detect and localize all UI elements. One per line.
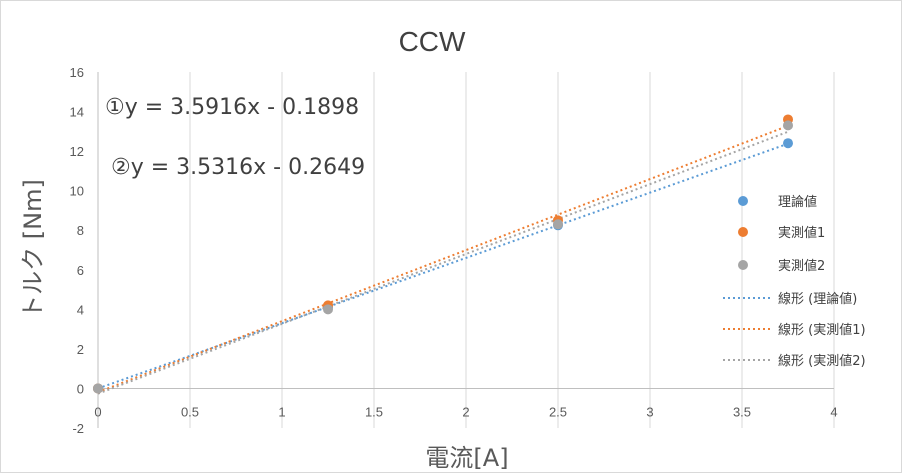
data-point-series3-2 — [323, 304, 333, 315]
data-point-layer — [93, 114, 793, 394]
x-tick-label: 1 — [278, 404, 285, 419]
y-tick-label: 12 — [70, 144, 84, 159]
trendline-1 — [97, 142, 789, 390]
y-tick-label: 2 — [77, 342, 84, 357]
chart-title: CCW — [399, 26, 466, 57]
y-tick-label: -2 — [72, 421, 84, 436]
legend-label-3: 実測値2 — [778, 258, 825, 274]
legend-marker-1 — [738, 196, 748, 206]
x-tick-label: 3 — [646, 404, 653, 419]
y-tick-label: 6 — [77, 263, 84, 278]
y-tick-label: 10 — [70, 184, 84, 199]
legend-marker-2 — [738, 227, 748, 237]
legend-marker-3 — [738, 260, 748, 270]
data-point-series3-3 — [553, 219, 563, 230]
x-tick-label: 0.5 — [181, 404, 199, 419]
trendline-equation-1: ①y = 3.5916x - 0.1898 — [105, 95, 359, 120]
legend-trend-label-2: 線形 (実測値1) — [778, 322, 866, 338]
data-point-series3-4 — [783, 120, 793, 131]
x-tick-label: 1.5 — [365, 404, 383, 419]
x-tick-label: 2.5 — [549, 404, 567, 419]
y-tick-label: 0 — [77, 381, 84, 396]
tick-label-layer: 0 0.5 1 1.5 2 2.5 3 3.5 4 -2 0 2 4 6 8 10 12 14 16 — [70, 65, 838, 436]
trendline-equation-2: ②y = 3.5316x - 0.2649 — [111, 155, 365, 180]
x-tick-label: 4 — [830, 404, 837, 419]
y-tick-label: 4 — [77, 302, 84, 317]
y-tick-label: 8 — [77, 223, 84, 238]
x-tick-label: 3.5 — [733, 404, 751, 419]
data-point-series1-4 — [783, 138, 793, 149]
legend-label-2: 実測値1 — [778, 225, 825, 241]
legend-trend-label-3: 線形 (実測値2) — [778, 353, 866, 369]
trendline-layer — [97, 124, 789, 395]
x-tick-label: 2 — [462, 404, 469, 419]
axis-layer — [97, 72, 834, 428]
grid-layer — [189, 72, 835, 428]
trendline-2 — [97, 124, 789, 394]
x-axis-title: 電流[A] — [425, 444, 508, 472]
y-tick-label: 14 — [70, 105, 84, 120]
y-axis-title: トルク [Nm] — [19, 179, 47, 319]
trendline-3 — [97, 130, 789, 395]
y-tick-label: 16 — [70, 65, 84, 80]
legend-label-1: 理論値 — [778, 194, 817, 210]
legend-trend-label-1: 線形 (理論値) — [778, 291, 857, 307]
data-point-series3-1 — [93, 383, 103, 394]
x-tick-label: 0 — [94, 404, 101, 419]
